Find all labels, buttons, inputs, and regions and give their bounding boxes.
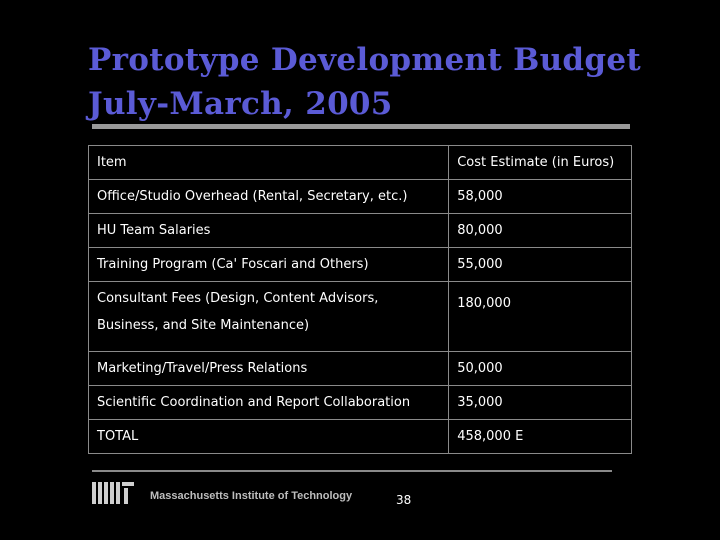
header-item: Item xyxy=(87,145,450,180)
table-row: Consultant Fees (Design, Content Advisor… xyxy=(87,281,632,352)
table-row: Training Program (Ca' Foscari and Others… xyxy=(87,247,632,282)
page-number: 38 xyxy=(396,493,412,507)
row-item: Office/Studio Overhead (Rental, Secretar… xyxy=(87,179,450,214)
row-item: Consultant Fees (Design, Content Advisor… xyxy=(87,281,450,352)
table-row: Marketing/Travel/Press Relations 50,000 xyxy=(87,351,632,386)
title-line-2: July-March, 2005 xyxy=(88,86,393,122)
title-divider xyxy=(92,124,630,129)
mit-logo-icon xyxy=(92,482,134,504)
row-cost: 55,000 xyxy=(448,247,632,282)
row-cost: 180,000 xyxy=(448,281,632,352)
row-item: Marketing/Travel/Press Relations xyxy=(87,351,450,386)
total-label: TOTAL xyxy=(87,419,450,454)
table-header-row: Item Cost Estimate (in Euros) xyxy=(87,145,632,180)
budget-table: Item Cost Estimate (in Euros) Office/Stu… xyxy=(87,145,632,454)
row-cost: 50,000 xyxy=(448,351,632,386)
table-row: HU Team Salaries 80,000 xyxy=(87,213,632,248)
slide-title: Prototype Development Budget July-March,… xyxy=(88,38,641,126)
institution-name: Massachusetts Institute of Technology xyxy=(150,490,353,502)
row-cost: 35,000 xyxy=(448,385,632,420)
table-row-total: TOTAL 458,000 E xyxy=(87,419,632,454)
row-item: Training Program (Ca' Foscari and Others… xyxy=(87,247,450,282)
header-cost: Cost Estimate (in Euros) xyxy=(448,145,632,180)
total-cost: 458,000 E xyxy=(448,419,632,454)
row-cost: 80,000 xyxy=(448,213,632,248)
row-item: Scientific Coordination and Report Colla… xyxy=(87,385,450,420)
footer-divider xyxy=(92,470,612,472)
row-item: HU Team Salaries xyxy=(87,213,450,248)
title-line-1: Prototype Development Budget xyxy=(88,42,642,78)
table-row: Scientific Coordination and Report Colla… xyxy=(87,385,632,420)
table-row: Office/Studio Overhead (Rental, Secretar… xyxy=(87,179,632,214)
row-cost: 58,000 xyxy=(448,179,632,214)
